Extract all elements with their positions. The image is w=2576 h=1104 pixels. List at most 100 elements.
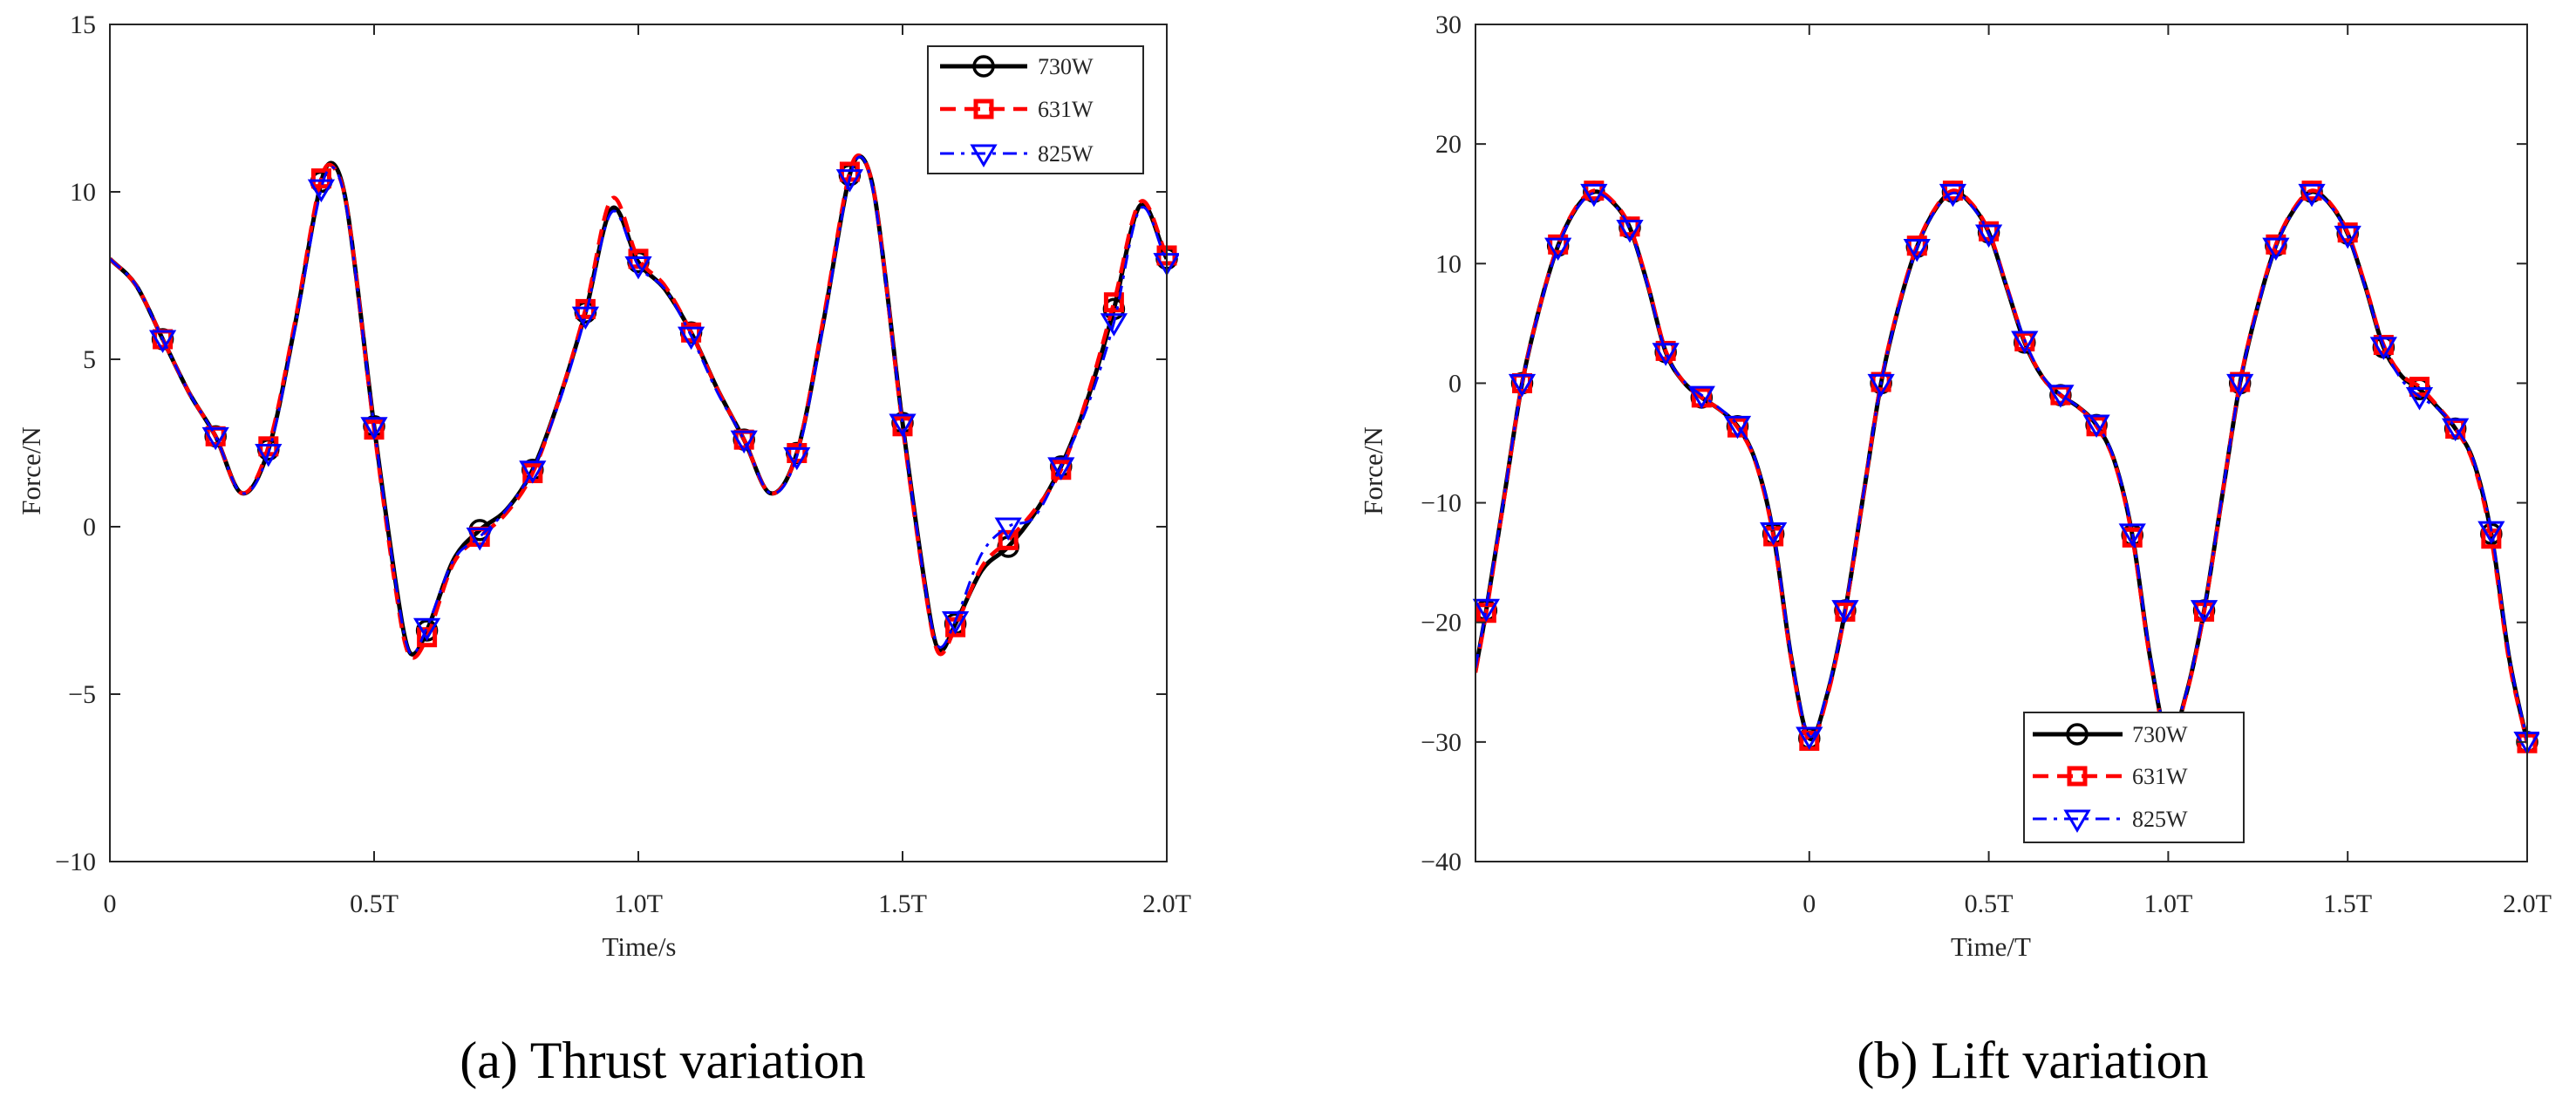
x-tick-label: 1.0T bbox=[614, 889, 663, 918]
legend-label-730W: 730W bbox=[1038, 54, 1094, 79]
data-point-marker-825W bbox=[466, 528, 494, 551]
data-point-marker-825W bbox=[889, 413, 917, 437]
data-point-marker-825W bbox=[1867, 373, 1895, 398]
data-point-marker-825W bbox=[2047, 385, 2075, 408]
y-tick-label: −10 bbox=[55, 848, 96, 876]
data-point-marker-825W bbox=[1047, 457, 1075, 480]
legend-marker-825W bbox=[2063, 809, 2091, 833]
data-point-marker-825W bbox=[1472, 598, 1500, 623]
data-point-marker-825W bbox=[1796, 726, 1823, 750]
x-tick-label: 1.0T bbox=[2143, 889, 2192, 918]
data-point-marker-825W bbox=[2477, 521, 2505, 545]
y-axis-label: Force/N bbox=[16, 426, 46, 515]
data-point-marker-631W bbox=[2409, 377, 2430, 398]
data-point-marker-825W bbox=[1100, 313, 1128, 337]
data-point-marker-825W bbox=[1616, 220, 1644, 243]
x-tick-label: 0.5T bbox=[1965, 889, 2014, 918]
y-tick-label: 15 bbox=[70, 10, 96, 39]
y-tick-label: 20 bbox=[1435, 130, 1462, 159]
data-point-marker-825W bbox=[360, 417, 388, 440]
data-point-marker-825W bbox=[2298, 183, 2326, 208]
x-tick-label: 2.0T bbox=[2503, 889, 2552, 918]
series-line-825W bbox=[110, 155, 1167, 656]
x-tick-label: 0 bbox=[104, 889, 117, 918]
data-point-marker-825W bbox=[1974, 224, 2003, 248]
data-point-marker-825W bbox=[148, 330, 177, 353]
data-point-marker-825W bbox=[255, 444, 283, 467]
legend-label-825W: 825W bbox=[2132, 807, 2188, 832]
series-line-631W bbox=[1475, 188, 2527, 745]
data-point-marker-825W bbox=[2405, 387, 2434, 411]
data-point-marker-825W bbox=[783, 446, 811, 471]
data-point-marker-825W bbox=[1580, 183, 1608, 208]
legend-label-631W: 631W bbox=[1038, 97, 1094, 122]
data-point-marker-825W bbox=[994, 517, 1022, 541]
data-point-marker-825W bbox=[519, 460, 547, 484]
y-tick-label: −5 bbox=[68, 680, 96, 709]
series-line-631W bbox=[110, 153, 1167, 660]
axes-box bbox=[1475, 24, 2528, 862]
data-point-marker-631W bbox=[310, 168, 331, 189]
data-point-marker-825W bbox=[677, 326, 705, 351]
y-tick-label: 5 bbox=[83, 345, 96, 374]
data-point-marker-631W bbox=[998, 529, 1019, 550]
data-point-marker-825W bbox=[835, 169, 864, 193]
series-825W bbox=[110, 155, 1179, 656]
data-point-marker-825W bbox=[624, 256, 652, 280]
data-point-marker-825W bbox=[1939, 183, 1967, 208]
legend-marker-631W bbox=[2067, 766, 2088, 787]
data-point-marker-825W bbox=[2334, 225, 2361, 249]
lift-chart: 0 0.5T 1.0T 1.5T 2.0T −40 −30 −20 −10 0 10 20 30 Time… bbox=[1358, 10, 2552, 962]
caption-thrust: (a) Thrust variation bbox=[460, 1032, 866, 1089]
markers-825W bbox=[148, 169, 1179, 642]
data-point-marker-825W bbox=[307, 179, 336, 203]
x-tick-label: 0.5T bbox=[350, 889, 399, 918]
data-point-marker-825W bbox=[2082, 414, 2110, 439]
x-tick-label: 1.5T bbox=[878, 889, 927, 918]
caption-lift: (b) Lift variation bbox=[1857, 1032, 2209, 1089]
data-point-marker-825W bbox=[1723, 415, 1752, 440]
y-tick-label: 10 bbox=[1435, 249, 1462, 278]
legend-marker-825W bbox=[970, 144, 998, 167]
legend-label-730W: 730W bbox=[2132, 722, 2188, 747]
data-point-marker-825W bbox=[412, 617, 441, 642]
data-point-marker-825W bbox=[1652, 343, 1680, 366]
data-point-marker-825W bbox=[941, 611, 970, 635]
y-axis-label: Force/N bbox=[1358, 426, 1388, 515]
legend: 730W 631W 825W bbox=[2023, 712, 2245, 843]
y-tick-label: −10 bbox=[1421, 489, 1462, 518]
y-tick-label: −30 bbox=[1421, 728, 1462, 757]
y-tick-label: −20 bbox=[1421, 609, 1462, 637]
legend: 730W 631W 825W bbox=[927, 45, 1144, 174]
y-tick-label: 0 bbox=[1448, 369, 1462, 398]
data-point-marker-825W bbox=[1687, 385, 1715, 410]
x-axis-label: Time/s bbox=[602, 931, 676, 962]
data-point-marker-825W bbox=[2190, 600, 2218, 624]
x-tick-label: 1.5T bbox=[2323, 889, 2372, 918]
data-point-marker-825W bbox=[1544, 237, 1572, 262]
y-tick-label: 0 bbox=[83, 513, 96, 542]
data-point-marker-825W bbox=[2118, 523, 2146, 547]
data-point-marker-631W bbox=[1103, 292, 1124, 313]
data-point-marker-825W bbox=[1903, 238, 1931, 262]
legend-label-631W: 631W bbox=[2132, 764, 2188, 789]
y-tick-label: −40 bbox=[1421, 848, 1462, 876]
data-point-marker-825W bbox=[2369, 337, 2397, 360]
data-point-marker-825W bbox=[2262, 237, 2290, 262]
x-tick-label: 2.0T bbox=[1142, 889, 1191, 918]
plot-area bbox=[1475, 24, 2527, 862]
data-point-marker-825W bbox=[201, 426, 229, 451]
x-tick-label: 0 bbox=[1803, 889, 1816, 918]
legend-marker-730W bbox=[2066, 723, 2089, 746]
y-tick-label: 30 bbox=[1435, 10, 1462, 39]
data-point-marker-825W bbox=[2226, 373, 2254, 398]
data-point-marker-825W bbox=[730, 430, 758, 454]
data-point-marker-825W bbox=[571, 306, 600, 331]
thrust-chart: 0 0.5T 1.0T 1.5T 2.0T −10 −5 0 5 10 15 Time/s Force/… bbox=[16, 10, 1191, 962]
data-point-marker-825W bbox=[1508, 373, 1537, 398]
data-point-marker-825W bbox=[2442, 418, 2470, 442]
y-tick-label: 10 bbox=[70, 178, 96, 207]
legend-label-825W: 825W bbox=[1038, 141, 1094, 167]
legend-marker-730W bbox=[972, 55, 995, 78]
